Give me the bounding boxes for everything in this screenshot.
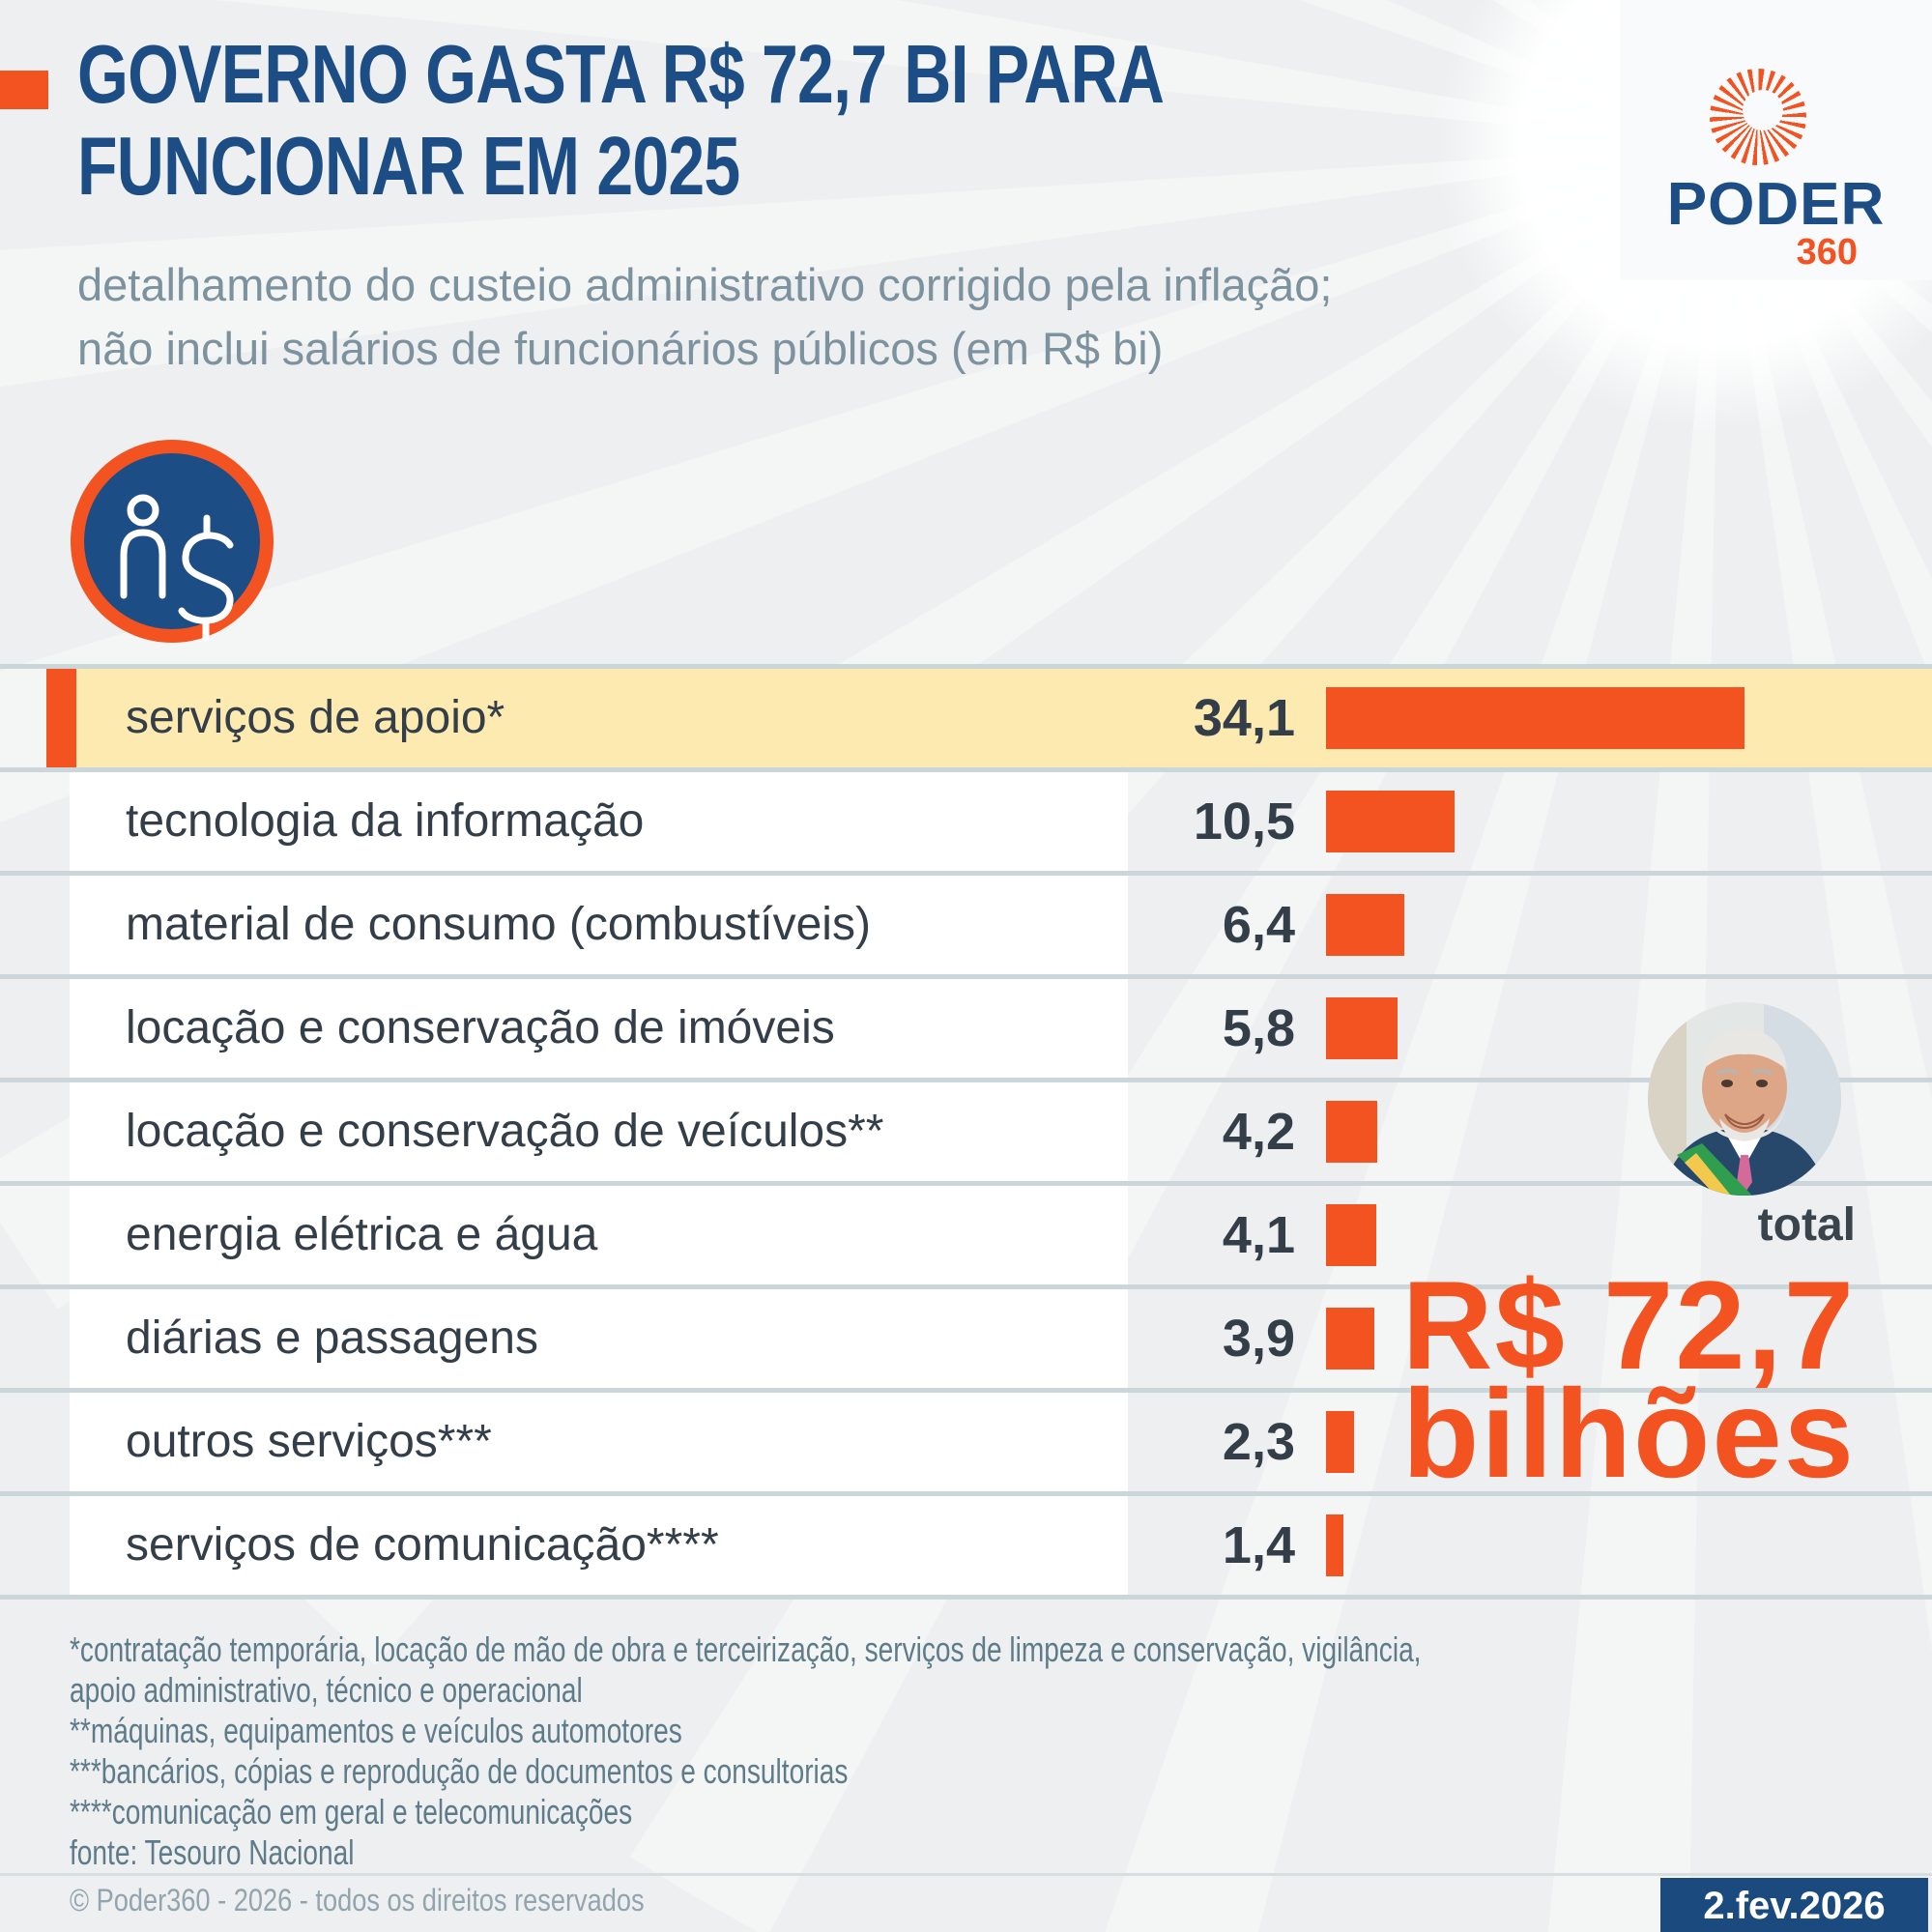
row-background [70, 1393, 1128, 1491]
bar-value: 4,2 [1222, 1103, 1295, 1161]
total-value: R$ 72,7 bilhões [1063, 1262, 1856, 1496]
bar-value: 10,5 [1193, 793, 1295, 851]
bar-outros-servicos [1326, 1411, 1354, 1473]
bar-value: 34,1 [1193, 689, 1295, 747]
chart-row: energia elétrica e água 4,1 [0, 1186, 1932, 1284]
chart-row: material de consumo (combustíveis) 6,4 [0, 876, 1932, 974]
bar-tecnologia [1326, 791, 1455, 852]
chart-row: diárias e passagens 3,9 [0, 1289, 1932, 1388]
logo-wordmark: PODER [1666, 171, 1886, 238]
bar-label: locação e conservação de imóveis [126, 1002, 835, 1053]
chart-row: locação e conservação de veículos** 4,2 [0, 1082, 1932, 1181]
bar-label: outros serviços*** [126, 1416, 492, 1467]
row-background [70, 1496, 1128, 1595]
bar-servicos-comunicacao [1326, 1514, 1343, 1576]
subtitle-line-2: não inclui salários de funcionários públ… [77, 323, 1164, 374]
bar-label: energia elétrica e água [126, 1209, 598, 1260]
poder360-sunburst-icon-hole [1743, 90, 1783, 130]
row-background [70, 772, 1128, 871]
bar-locacao-imoveis [1326, 997, 1398, 1059]
title-line-2: FUNCIONAR EM 2025 [77, 121, 740, 213]
total-label: total [1757, 1199, 1856, 1251]
chart-row: outros serviços*** 2,3 [0, 1393, 1932, 1491]
title-line-1: GOVERNO GASTA R$ 72,7 BI PARA [77, 29, 1165, 121]
lula-portrait-photo [1648, 1002, 1841, 1196]
bar-label: diárias e passagens [126, 1312, 538, 1364]
row-background [70, 1289, 1128, 1388]
subtitle-line-1: detalhamento do custeio administrativo c… [77, 259, 1333, 310]
row-background [70, 1082, 1128, 1181]
person-with-dollar-coin-icon [70, 439, 274, 644]
bar-label: tecnologia da informação [126, 795, 645, 847]
chart-row: locação e conservação de imóveis 5,8 [0, 979, 1932, 1078]
chart-row: serviços de comunicação**** 1,4 [0, 1496, 1932, 1595]
total-value-line-2: bilhões [1401, 1363, 1856, 1504]
source-line: fonte: Tesouro Nacional [70, 1832, 355, 1872]
bar-servicos-de-apoio [1326, 687, 1745, 749]
bar-material-consumo [1326, 894, 1404, 956]
bar-value: 4,1 [1222, 1206, 1295, 1264]
logo-360: 360 [1796, 232, 1858, 273]
highlight-accent-strip [46, 669, 76, 767]
footer-divider [0, 1873, 1932, 1876]
page-subtitle: detalhamento do custeio administrativo c… [77, 253, 1332, 381]
footnote-2: **máquinas, equipamentos e veículos auto… [70, 1711, 682, 1750]
bar-label: serviços de apoio* [126, 692, 505, 743]
date-badge: 2.fev.2026 [1660, 1878, 1928, 1932]
footnote-4: ****comunicação em geral e telecomunicaç… [70, 1792, 633, 1831]
bar-value: 5,8 [1222, 999, 1295, 1057]
copyright-line: © Poder360 - 2026 - todos os direitos re… [70, 1883, 645, 1918]
bar-diarias-passagens [1326, 1308, 1374, 1370]
footnote-1: *contratação temporária, locação de mão … [70, 1629, 1422, 1669]
bar-energia-agua [1326, 1204, 1376, 1266]
accent-square [0, 71, 48, 109]
bar-label: serviços de comunicação**** [126, 1519, 719, 1571]
chart-row: tecnologia da informação 10,5 [0, 772, 1932, 871]
footnote-1b: apoio administrativo, técnico e operacio… [70, 1670, 583, 1710]
bar-label: locação e conservação de veículos** [126, 1106, 884, 1157]
total-value-line-1: R$ 72,7 [1401, 1254, 1856, 1396]
row-background [70, 1186, 1128, 1284]
chart-row-highlight: serviços de apoio* 34,1 [0, 669, 1932, 767]
bar-locacao-veiculos [1326, 1101, 1377, 1163]
bar-value: 6,4 [1222, 896, 1295, 954]
bar-value: 3,9 [1222, 1310, 1295, 1368]
page-title: GOVERNO GASTA R$ 72,7 BI PARA FUNCIONAR … [77, 29, 1435, 213]
bar-value: 2,3 [1222, 1413, 1295, 1471]
footnotes: *contratação temporária, locação de mão … [70, 1629, 1421, 1873]
row-background [70, 979, 1128, 1078]
bar-value: 1,4 [1222, 1516, 1295, 1574]
footnote-3: ***bancários, cópias e reprodução de doc… [70, 1751, 849, 1791]
row-background [70, 876, 1128, 974]
bar-label: material de consumo (combustíveis) [126, 899, 871, 950]
